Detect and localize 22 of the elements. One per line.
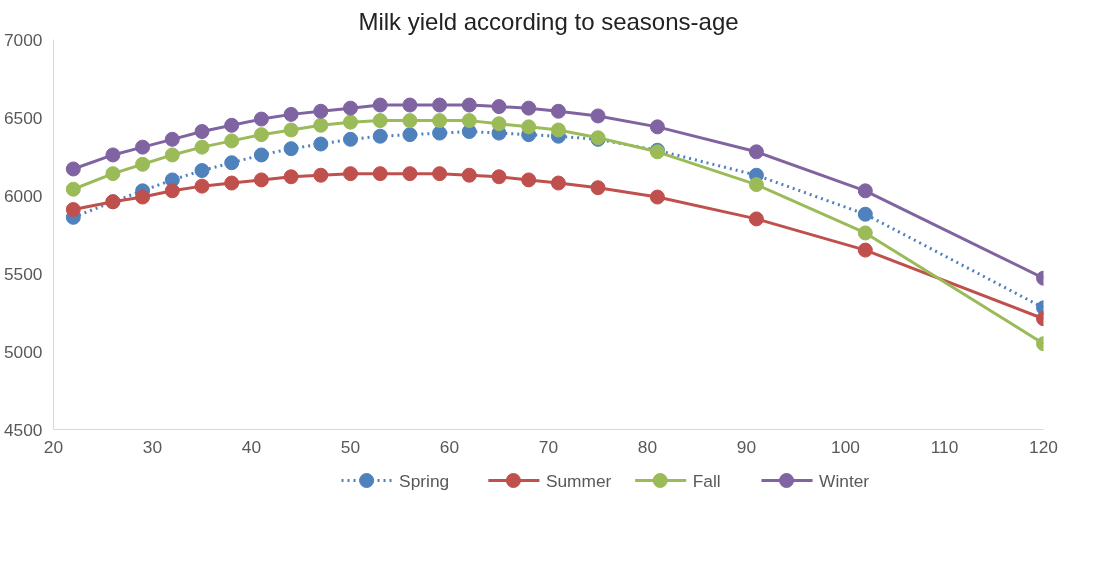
x-tick-label: 90 [736,436,757,457]
y-tick-label: 6500 [3,107,43,128]
x-tick-label: 80 [637,436,658,457]
x-tick-label: 120 [1029,436,1058,457]
x-tick-label: 70 [538,436,559,457]
chart-title: Milk yield according to seasons-age [358,7,739,35]
y-tick-label: 6000 [3,185,43,206]
x-tick-label: 50 [340,436,361,457]
legend-label: Winter [819,470,870,491]
legend-label: Summer [545,470,612,491]
y-tick-label: 4500 [3,419,43,440]
x-tick-label: 60 [439,436,460,457]
y-tick-label: 5500 [3,263,43,284]
y-tick-label: 5000 [3,341,43,362]
x-tick-label: 20 [43,436,64,457]
x-tick-label: 40 [241,436,262,457]
x-tick-label: 100 [831,436,860,457]
legend-label: Fall [692,470,721,491]
x-tick-label: 110 [930,436,959,457]
legend-label: Spring [399,470,450,491]
x-tick-label: 30 [142,436,163,457]
y-tick-label: 7000 [3,29,43,50]
